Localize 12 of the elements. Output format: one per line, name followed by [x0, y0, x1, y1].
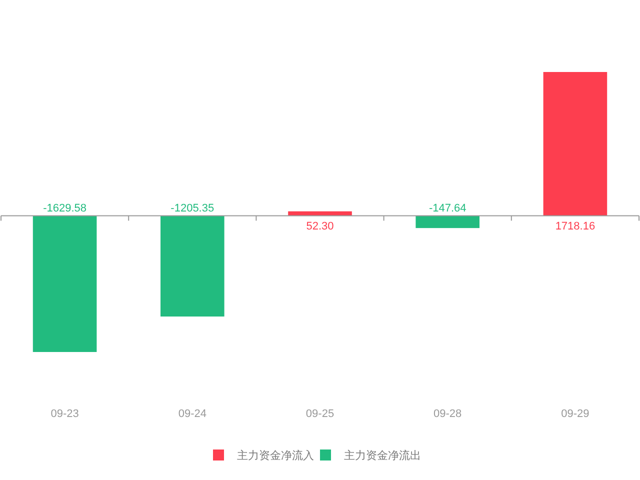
x-tick-label: 09-24	[178, 408, 206, 420]
data-label: -1629.58	[43, 202, 87, 215]
data-label: -1205.35	[170, 202, 214, 215]
data-label: 52.30	[306, 220, 334, 233]
x-tick-label: 09-23	[50, 408, 79, 420]
x-tick-label: 09-29	[561, 408, 590, 420]
legend-label: 主力资金净流出	[344, 449, 421, 462]
x-tick-label: 09-28	[434, 408, 462, 420]
x-tick-label: 09-25	[306, 408, 334, 420]
data-label: -147.64	[428, 202, 466, 215]
data-label: 1718.16	[555, 220, 596, 233]
legend-label: 主力资金净流入	[237, 449, 314, 462]
